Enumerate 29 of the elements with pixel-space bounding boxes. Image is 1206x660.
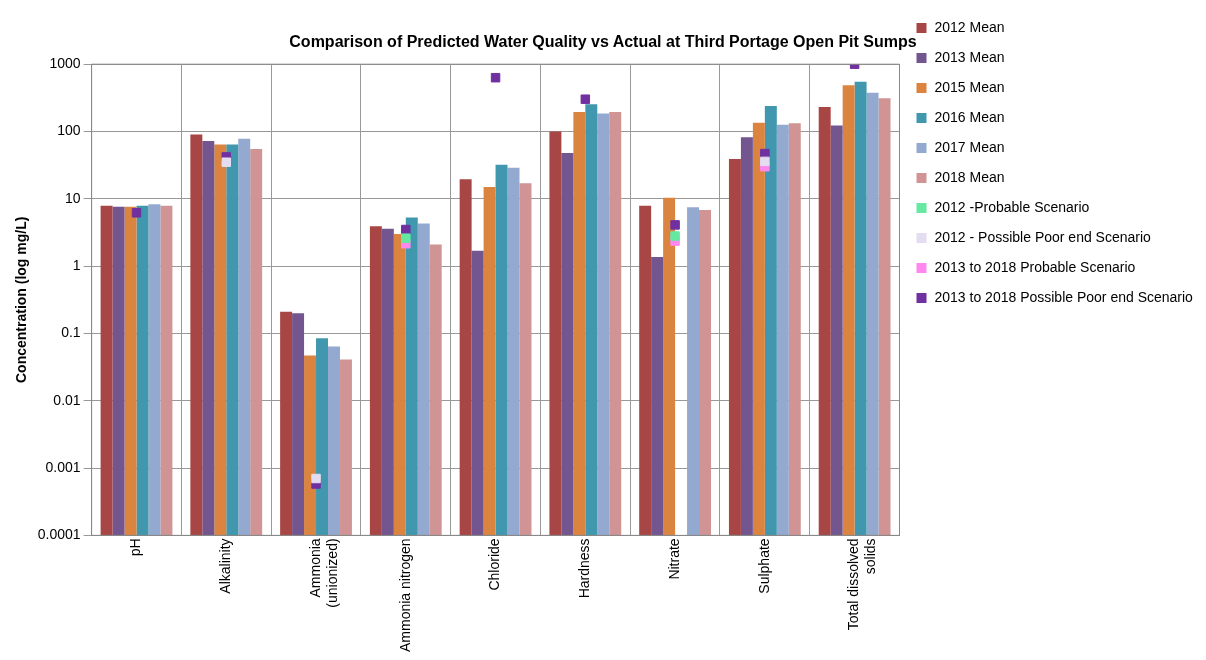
- legend-label: 2015 Mean: [934, 78, 1005, 95]
- legend-label: 2012 - Possible Poor end Scenario: [934, 228, 1152, 245]
- y-tick-label: 1: [72, 257, 81, 273]
- chart-title: Comparison of Predicted Water Quality vs Actual at Third Portage Open Pit Sumps: [289, 33, 917, 51]
- y-tick-label: 10: [65, 189, 81, 206]
- x-tick-label: Hardness: [576, 538, 593, 599]
- y-tick-label: 100: [57, 122, 81, 139]
- x-tick-label: Chloride: [486, 538, 503, 591]
- legend-label: 2018 Mean: [934, 168, 1005, 185]
- y-axis-title: Concentration (log mg/L): [13, 216, 30, 384]
- legend-label: 2013 to 2018 Possible Poor end Scenario: [934, 288, 1194, 305]
- x-tick-label: Ammonia (unionized): [306, 538, 340, 608]
- legend-label: 2012 -Probable Scenario: [934, 198, 1090, 215]
- y-tick-label: 0.1: [61, 324, 81, 341]
- x-tick-label: Nitrate: [665, 538, 682, 580]
- legend-label: 2012 Mean: [934, 18, 1005, 35]
- legend-label: 2016 Mean: [934, 108, 1005, 125]
- legend-label: 2017 Mean: [934, 138, 1005, 155]
- y-tick-label: 1000: [49, 55, 81, 72]
- y-tick-label: 0.0001: [37, 526, 81, 543]
- x-tick-label: Ammonia nitrogen: [396, 538, 413, 653]
- y-tick-label: 0.01: [53, 391, 81, 408]
- x-tick-label: Alkalinity: [217, 538, 234, 594]
- x-tick-label: Total dissolved solids: [845, 538, 879, 631]
- x-tick-label: Sulphate: [755, 538, 772, 594]
- x-tick-label: pH: [127, 538, 144, 557]
- y-tick-label: 0.001: [45, 458, 81, 475]
- legend-label: 2013 to 2018 Probable Scenario: [934, 258, 1136, 275]
- legend-label: 2013 Mean: [934, 48, 1005, 65]
